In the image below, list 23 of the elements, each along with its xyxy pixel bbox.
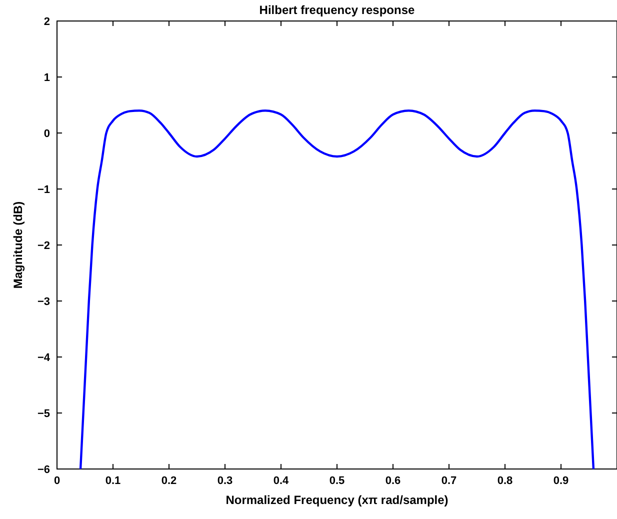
x-tick-label: 0.9 <box>553 475 569 487</box>
x-tick-label: 0.7 <box>441 475 457 487</box>
y-axis-title: Magnitude (dB) <box>11 201 25 289</box>
y-tick-label: 2 <box>44 16 50 28</box>
x-tick-label: 0.2 <box>161 475 177 487</box>
x-tick-label: 0.3 <box>217 475 233 487</box>
y-tick-label: −4 <box>37 352 51 364</box>
x-axis-title: Normalized Frequency (xπ rad/sample) <box>226 493 448 507</box>
y-tick-label: −3 <box>37 296 50 308</box>
x-tick-label: 0.4 <box>273 475 290 487</box>
x-tick-label: 0.6 <box>385 475 401 487</box>
x-tick-label: 0.8 <box>497 475 513 487</box>
line-series <box>79 110 595 469</box>
x-tick-label: 0.5 <box>329 475 345 487</box>
y-tick-label: 1 <box>44 72 50 84</box>
y-tick-label: −1 <box>37 184 50 196</box>
y-tick-label: −6 <box>37 464 50 476</box>
y-tick-label: 0 <box>44 128 50 140</box>
x-tick-label: 0.1 <box>105 475 121 487</box>
y-tick-label: −5 <box>37 408 50 420</box>
x-tick-label: 0 <box>54 475 60 487</box>
chart-title: Hilbert frequency response <box>259 3 416 17</box>
y-tick-label: −2 <box>37 240 50 252</box>
